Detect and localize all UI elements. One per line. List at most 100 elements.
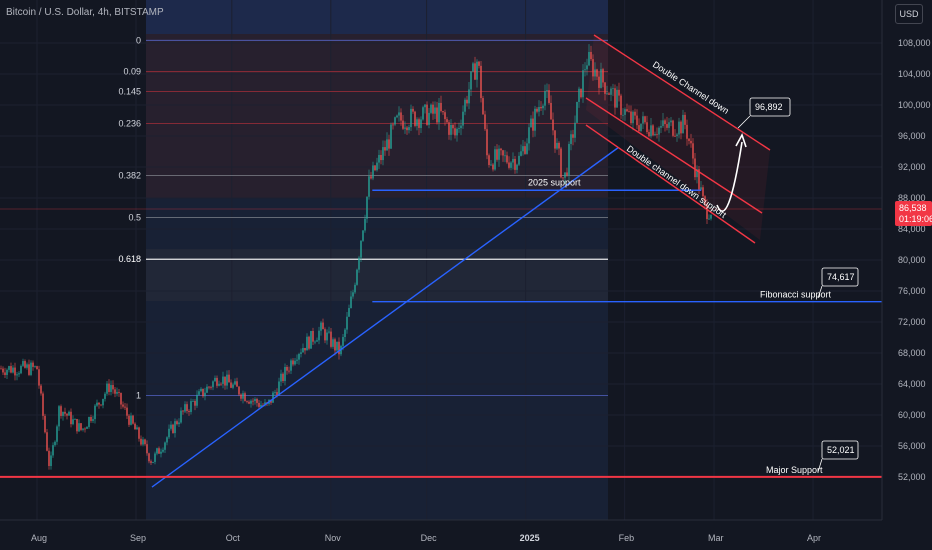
candle-body xyxy=(230,382,232,388)
candle-body xyxy=(536,108,538,112)
candle-body xyxy=(124,406,126,408)
candle-body xyxy=(168,428,170,438)
candle-body xyxy=(614,88,616,108)
candle-body xyxy=(40,385,42,394)
candle-body xyxy=(148,453,150,462)
candle-body xyxy=(440,102,442,112)
candle-body xyxy=(360,240,362,258)
candle-body xyxy=(224,376,226,386)
candle-body xyxy=(682,114,684,134)
candle-body xyxy=(332,339,334,347)
candle-body xyxy=(370,176,372,179)
fib-level-label: 0.145 xyxy=(118,86,141,96)
candle-body xyxy=(220,383,222,385)
candle-body xyxy=(158,448,160,454)
candle-body xyxy=(612,88,614,90)
price-tick: 56,000 xyxy=(898,441,926,451)
candle-body xyxy=(408,127,410,131)
candle-body xyxy=(346,316,348,330)
major-support-callout-pointer xyxy=(817,458,823,473)
candle-body xyxy=(636,115,638,126)
candle-body xyxy=(532,118,534,131)
candle-body xyxy=(540,106,542,109)
candle-body xyxy=(428,112,430,125)
candle-body xyxy=(218,383,220,386)
candle-body xyxy=(156,448,158,454)
candle-body xyxy=(86,426,88,429)
candle-body xyxy=(686,124,688,139)
candle-body xyxy=(20,365,22,374)
candle-body xyxy=(582,70,584,98)
price-tick: 52,000 xyxy=(898,472,926,482)
candle-body xyxy=(662,120,664,127)
candle-body xyxy=(366,196,368,219)
candle-body xyxy=(62,411,64,416)
candle-body xyxy=(344,329,346,338)
candle-body xyxy=(658,127,660,135)
candle-body xyxy=(368,176,370,197)
fib-level-label: 0.382 xyxy=(118,171,141,181)
candle-body xyxy=(650,125,652,137)
candle-body xyxy=(302,347,304,353)
candle-body xyxy=(120,392,122,405)
candle-body xyxy=(6,369,8,375)
candle-body xyxy=(16,374,18,376)
candle-body xyxy=(486,129,488,156)
currency-button[interactable]: USD xyxy=(895,4,923,24)
candle-body xyxy=(624,109,626,115)
candle-body xyxy=(260,404,262,407)
candle-body xyxy=(538,106,540,112)
candle-body xyxy=(478,61,480,66)
candle-body xyxy=(396,115,398,118)
candle-body xyxy=(34,366,36,367)
candle-body xyxy=(480,65,482,99)
candle-body xyxy=(678,121,680,135)
candle-body xyxy=(708,218,710,220)
candle-body xyxy=(78,423,80,432)
candle-body xyxy=(142,439,144,445)
candle-body xyxy=(700,187,702,190)
price-tick: 84,000 xyxy=(898,224,926,234)
candle-body xyxy=(492,164,494,170)
candle-body xyxy=(48,450,50,467)
candle-body xyxy=(454,128,456,136)
candle-body xyxy=(18,373,20,375)
candle-body xyxy=(444,112,446,120)
candle-body xyxy=(100,404,102,406)
candle-body xyxy=(354,284,356,293)
candle-body xyxy=(162,449,164,452)
candle-body xyxy=(676,134,678,137)
candle-body xyxy=(36,366,38,370)
candle-body xyxy=(362,230,364,241)
candle-body xyxy=(234,381,236,385)
candle-body xyxy=(498,148,500,160)
candle-body xyxy=(694,158,696,178)
candle-body xyxy=(588,51,590,66)
candle-body xyxy=(386,139,388,151)
candle-body xyxy=(660,126,662,128)
candle-body xyxy=(68,411,70,416)
candle-body xyxy=(674,135,676,137)
candle-body xyxy=(512,158,514,163)
candle-body xyxy=(320,322,322,331)
candle-body xyxy=(152,461,154,463)
candle-body xyxy=(448,122,450,135)
price-tick: 80,000 xyxy=(898,255,926,265)
candle-body xyxy=(190,401,192,412)
candle-body xyxy=(348,308,350,317)
candle-body xyxy=(666,124,668,128)
channel-mid-line xyxy=(585,97,763,214)
candle-body xyxy=(32,362,34,367)
candle-body xyxy=(336,341,338,351)
price-tick: 100,000 xyxy=(898,100,931,110)
candle-body xyxy=(452,124,454,129)
candle-body xyxy=(400,112,402,121)
candle-body xyxy=(372,165,374,179)
candle-body xyxy=(134,423,136,430)
candle-body xyxy=(576,101,578,123)
candle-body xyxy=(550,102,552,120)
candle-body xyxy=(70,411,72,425)
candle-body xyxy=(500,148,502,151)
candle-body xyxy=(574,122,576,138)
